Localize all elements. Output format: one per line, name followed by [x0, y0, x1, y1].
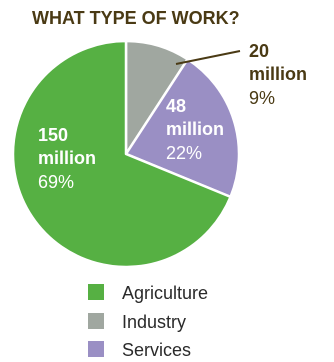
legend-label-agriculture: Agriculture [122, 283, 208, 303]
services-percent-label: 22% [166, 143, 202, 163]
services-unit-label: million [166, 119, 224, 139]
legend-swatch-agriculture [88, 284, 104, 300]
legend-item-industry: Industry [88, 312, 186, 332]
services-data-label: 48 million 22% [166, 96, 224, 163]
industry-leader-line [175, 50, 241, 65]
legend-item-services: Services [88, 340, 191, 360]
agriculture-value-label: 150 [38, 125, 68, 145]
pie-slices [11, 39, 241, 269]
legend: Agriculture Industry Services [88, 283, 208, 360]
services-value-label: 48 [166, 96, 186, 116]
industry-value-label: 20 [249, 41, 269, 61]
legend-swatch-services [88, 341, 104, 357]
industry-data-label: 20 million 9% [249, 41, 307, 108]
industry-unit-label: million [249, 64, 307, 84]
agriculture-unit-label: million [38, 148, 96, 168]
legend-swatch-industry [88, 313, 104, 329]
legend-label-services: Services [122, 340, 191, 360]
pie-slice-services [124, 58, 241, 199]
legend-item-agriculture: Agriculture [88, 283, 208, 303]
pie-slice-agriculture [11, 39, 232, 269]
industry-percent-label: 9% [249, 88, 275, 108]
agriculture-data-label: 150 million 69% [38, 125, 96, 192]
agriculture-percent-label: 69% [38, 172, 74, 192]
chart-title: WHAT TYPE OF WORK? [32, 8, 240, 28]
legend-label-industry: Industry [122, 312, 186, 332]
